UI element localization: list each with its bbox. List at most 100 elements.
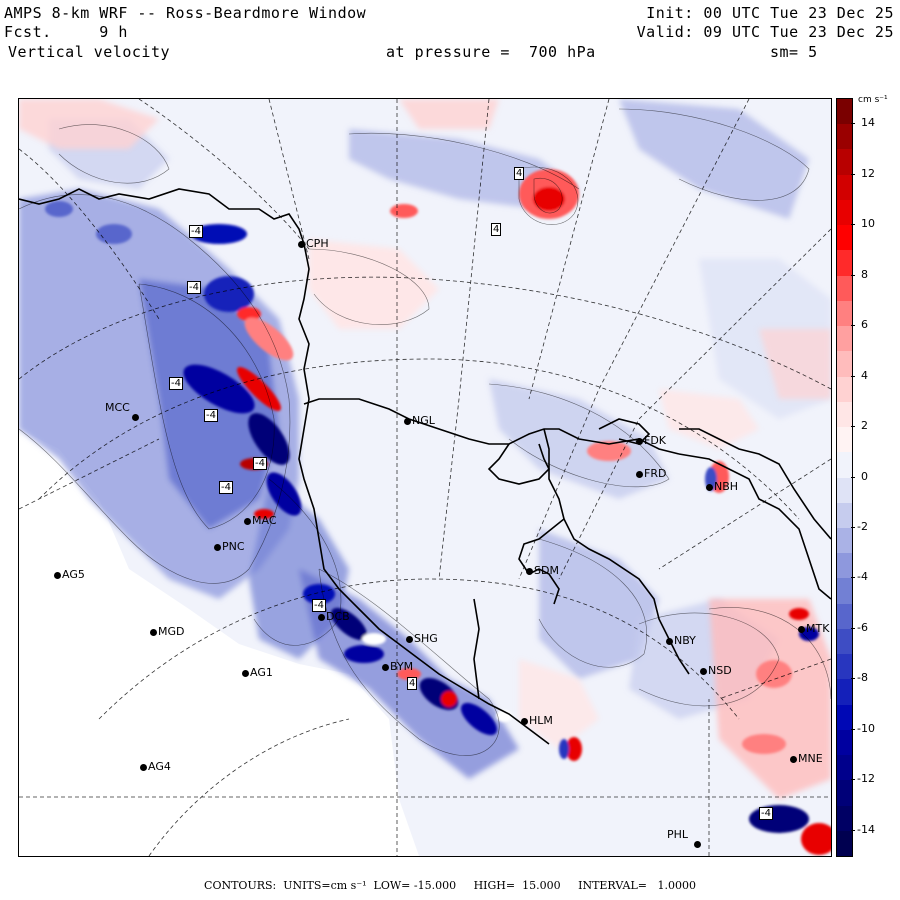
colorbar-tick-mark xyxy=(851,476,855,478)
colorbar-segment xyxy=(837,300,852,327)
station-marker[interactable] xyxy=(798,626,805,633)
colorbar-tick-mark xyxy=(851,375,855,377)
colorbar-tick-label: -6 xyxy=(857,620,868,634)
contour-value-label: -4 xyxy=(169,377,183,390)
station-marker[interactable] xyxy=(694,841,701,848)
footer-contours-label: CONTOURS: xyxy=(204,879,277,892)
station-marker[interactable] xyxy=(150,629,157,636)
colorbar-segment xyxy=(837,502,852,529)
colorbar-tick-label: 10 xyxy=(861,217,875,231)
contour-info-footer: CONTOURS: UNITS=cm s⁻¹ LOW= -15.000 HIGH… xyxy=(0,879,900,892)
colorbar-segment xyxy=(837,326,852,352)
station-label: AG5 xyxy=(62,568,85,581)
forecast-title: AMPS 8-km WRF -- Ross-Beardmore Window xyxy=(4,4,367,22)
smoothing-value: sm= 5 xyxy=(770,43,818,61)
station-marker[interactable] xyxy=(636,438,643,445)
colorbar-tick-mark xyxy=(851,577,855,579)
station-label: NSD xyxy=(708,664,732,677)
station-label: AG1 xyxy=(250,666,273,679)
colorbar-segment xyxy=(837,351,852,378)
colorbar-tick-label: 6 xyxy=(861,318,868,332)
contour-value-label: 4 xyxy=(514,167,525,180)
colorbar-segment xyxy=(837,679,852,706)
station-label: MTK xyxy=(806,622,830,635)
colorbar-segment xyxy=(837,250,852,277)
station-label: PNC xyxy=(222,540,245,553)
station-label: NBH xyxy=(714,480,739,493)
colorbar-segment xyxy=(837,99,852,125)
colorbar-segment xyxy=(837,149,852,176)
field-name: Vertical velocity xyxy=(8,43,171,61)
colorbar-tick-mark xyxy=(851,123,855,125)
station-marker[interactable] xyxy=(140,764,147,771)
station-marker[interactable] xyxy=(700,668,707,675)
colorbar-tick-label: 12 xyxy=(861,166,875,180)
colorbar-segment xyxy=(837,427,852,453)
colorbar-tick-label: 8 xyxy=(861,267,868,281)
colorbar-segment xyxy=(837,780,852,807)
station-marker[interactable] xyxy=(244,518,251,525)
station-label: FRD xyxy=(644,467,667,480)
station-label: MCC xyxy=(105,401,130,414)
colorbar-tick-mark xyxy=(851,829,855,831)
station-label: PHL xyxy=(667,828,689,841)
colorbar-segment xyxy=(837,654,852,680)
station-label: AG4 xyxy=(148,760,171,773)
contour-value-label: -4 xyxy=(189,225,203,238)
contour-value-label: -4 xyxy=(253,457,267,470)
coastlines xyxy=(19,188,831,745)
station-label: MGD xyxy=(158,625,185,638)
station-marker[interactable] xyxy=(318,614,325,621)
vertical-velocity-map xyxy=(19,99,831,856)
colorbar-tick-label: 0 xyxy=(861,469,868,483)
init-time: Init: 00 UTC Tue 23 Dec 25 xyxy=(646,4,894,22)
station-marker[interactable] xyxy=(54,572,61,579)
colorbar-segment xyxy=(837,704,852,731)
colorbar-tick-label: -14 xyxy=(857,822,875,836)
station-label: SHG xyxy=(414,632,438,645)
map-panel[interactable]: CPH NGL MCC FDK FRD NBH AG5 SDM MGD NBY AG1 NSD AG4 P… xyxy=(18,98,832,857)
colorbar-units: cm s⁻¹ xyxy=(858,95,888,105)
contour-value-label: -4 xyxy=(759,807,773,820)
colorbar-tick-mark xyxy=(851,678,855,680)
station-label: MNE xyxy=(798,752,823,765)
colorbar-segment xyxy=(837,553,852,579)
station-marker[interactable] xyxy=(706,484,713,491)
colorbar-segment xyxy=(837,477,852,504)
colorbar-segment xyxy=(837,527,852,554)
pressure-level: at pressure = 700 hPa xyxy=(386,43,596,61)
colorbar-tick-mark xyxy=(851,627,855,629)
footer-interval: INTERVAL= 1.0000 xyxy=(578,879,696,892)
station-label: HLM xyxy=(529,714,553,727)
contour-value-label: -4 xyxy=(204,409,218,422)
station-label: CPH xyxy=(306,237,329,250)
contour-value-label: 4 xyxy=(491,223,502,236)
colorbar-segment xyxy=(837,199,852,226)
station-label: DCB xyxy=(326,610,350,623)
latlon-grid xyxy=(19,99,831,856)
colorbar-tick-mark xyxy=(851,173,855,175)
colorbar-segment xyxy=(837,628,852,655)
station-marker[interactable] xyxy=(790,756,797,763)
station-marker[interactable] xyxy=(382,664,389,671)
colorbar-segment xyxy=(837,452,852,478)
station-marker[interactable] xyxy=(242,670,249,677)
colorbar-segment xyxy=(837,275,852,302)
colorbar-tick-mark xyxy=(851,426,855,428)
colorbar-segment xyxy=(837,124,852,150)
station-marker[interactable] xyxy=(526,568,533,575)
station-marker[interactable] xyxy=(214,544,221,551)
station-marker[interactable] xyxy=(132,414,139,421)
contour-value-label: -4 xyxy=(312,599,326,612)
colorbar-segment xyxy=(837,578,852,605)
valid-time: Valid: 09 UTC Tue 23 Dec 25 xyxy=(636,23,894,41)
station-marker[interactable] xyxy=(521,718,528,725)
station-marker[interactable] xyxy=(298,241,305,248)
station-label: NBY xyxy=(674,634,696,647)
footer-low: LOW= -15.000 xyxy=(373,879,457,892)
station-marker[interactable] xyxy=(636,471,643,478)
station-marker[interactable] xyxy=(404,418,411,425)
station-marker[interactable] xyxy=(406,636,413,643)
colorbar-segment xyxy=(837,174,852,201)
station-marker[interactable] xyxy=(666,638,673,645)
